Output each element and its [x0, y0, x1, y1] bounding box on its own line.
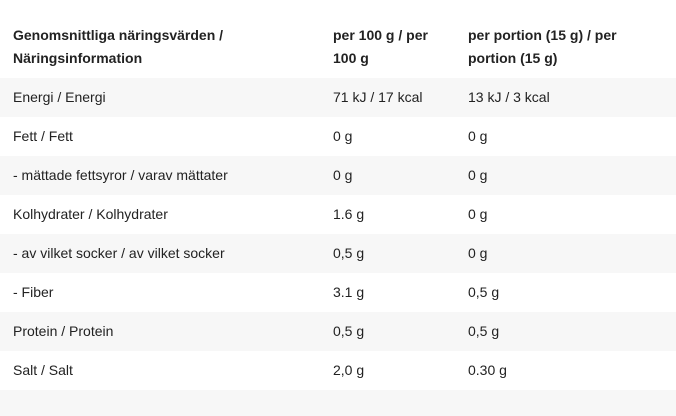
table-cell: - av vilket socker / av vilket socker — [13, 245, 225, 261]
table-cell: - mättade fettsyror / varav mättater — [13, 167, 228, 183]
table-cell: 0.30 g — [468, 362, 507, 378]
table-cell: 13 kJ / 3 kcal — [468, 89, 550, 105]
header-cell: per 100 g / per 100 g — [333, 27, 428, 66]
header-cell: Genomsnittliga näringsvärden / Näringsin… — [13, 27, 224, 66]
table-row — [0, 234, 676, 273]
table-cell: 3.1 g — [333, 284, 365, 300]
table-cell: Kolhydrater / Kolhydrater — [13, 206, 168, 222]
table-row — [0, 78, 676, 117]
table-cell: 0,5 g — [468, 323, 500, 339]
header-cell: per portion (15 g) / per portion (15 g) — [468, 27, 617, 66]
table-cell: 0,5 g — [333, 323, 365, 339]
table-cell: 0,5 g — [333, 245, 365, 261]
table-cell: 0 g — [468, 128, 488, 144]
table-cell: 1.6 g — [333, 206, 365, 222]
table-cell: 0 g — [468, 245, 488, 261]
table-cell: 0,5 g — [468, 284, 500, 300]
table-cell: 0 g — [333, 167, 353, 183]
table-cell: 71 kJ / 17 kcal — [333, 89, 423, 105]
table-row — [0, 312, 676, 351]
table-cell: 2,0 g — [333, 362, 365, 378]
table-cell: 0 g — [333, 128, 353, 144]
table-cell: Protein / Protein — [13, 323, 114, 339]
table-cell: 0 g — [468, 206, 488, 222]
table-row — [0, 156, 676, 195]
table-cell: Fett / Fett — [13, 128, 73, 144]
table-cell: Salt / Salt — [13, 362, 73, 378]
table-cell: Energi / Energi — [13, 89, 106, 105]
table-cell: - Fiber — [13, 284, 54, 300]
table-row — [0, 390, 676, 416]
table-cell: 0 g — [468, 167, 488, 183]
